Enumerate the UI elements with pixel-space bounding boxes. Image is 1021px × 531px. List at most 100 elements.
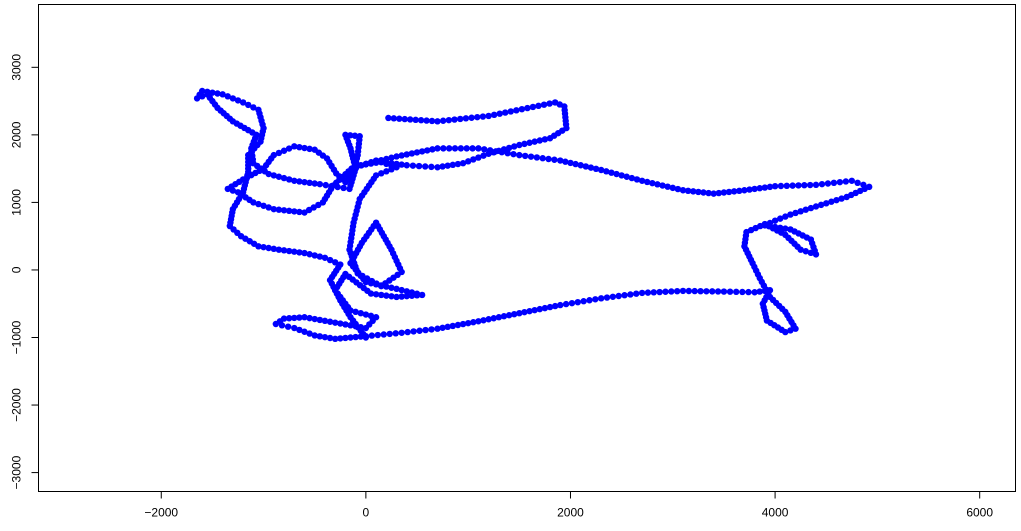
data-point <box>557 301 564 309</box>
data-point <box>802 206 809 213</box>
data-point <box>697 287 704 295</box>
data-point <box>536 305 543 313</box>
data-point <box>545 155 552 163</box>
data-point <box>398 329 405 336</box>
data-point <box>291 248 298 255</box>
data-point <box>521 140 528 148</box>
data-point <box>393 285 400 293</box>
data-point <box>322 181 329 189</box>
data-point <box>457 115 464 123</box>
data-point <box>502 109 509 116</box>
data-point <box>454 160 462 168</box>
data-point <box>412 116 419 124</box>
data-point <box>372 314 380 321</box>
data-point <box>541 136 549 143</box>
data-point <box>668 288 675 295</box>
data-point <box>504 150 511 157</box>
data-point <box>574 298 581 306</box>
data-point <box>597 166 605 174</box>
data-point <box>516 309 523 317</box>
data-point <box>296 208 303 216</box>
data-point <box>321 333 329 341</box>
data-point <box>495 314 503 321</box>
data-point <box>358 162 365 169</box>
data-point <box>291 324 298 332</box>
data-point <box>378 291 385 299</box>
data-point <box>285 247 293 255</box>
data-point <box>807 249 815 257</box>
data-point <box>311 252 318 259</box>
data-point <box>567 159 574 167</box>
data-point <box>383 155 390 163</box>
data-point <box>807 204 815 212</box>
data-point <box>621 292 628 299</box>
data-point <box>490 315 497 322</box>
data-point <box>615 292 622 300</box>
data-point <box>434 118 441 125</box>
data-point <box>413 149 421 156</box>
y-axis-tick-label: 0 <box>10 266 24 273</box>
data-point <box>301 328 308 335</box>
data-point <box>627 291 634 298</box>
data-point <box>347 334 354 341</box>
plot-frame <box>38 4 1016 492</box>
data-point <box>408 150 416 157</box>
data-point <box>792 325 799 332</box>
data-point <box>633 176 641 183</box>
data-point <box>407 116 414 123</box>
data-point <box>214 90 221 97</box>
data-point <box>416 327 423 334</box>
y-axis-tick-label: 3000 <box>10 54 24 81</box>
data-point <box>751 289 758 296</box>
data-point <box>285 176 293 183</box>
data-point <box>306 179 313 187</box>
data-point <box>285 145 293 152</box>
data-point <box>275 246 283 253</box>
data-point <box>536 137 543 144</box>
data-point <box>291 143 298 150</box>
data-point <box>531 138 538 145</box>
data-point <box>275 149 283 157</box>
data-point <box>410 328 417 335</box>
data-point <box>229 95 237 102</box>
data-point <box>367 158 375 166</box>
data-point <box>531 306 538 314</box>
data-point <box>812 181 820 189</box>
data-point <box>393 164 400 171</box>
data-point <box>451 116 458 123</box>
data-point <box>739 288 746 296</box>
data-point <box>291 314 298 322</box>
data-point <box>480 317 487 324</box>
data-point <box>823 200 830 207</box>
data-point <box>695 188 702 196</box>
data-point <box>280 174 288 182</box>
data-point <box>766 183 774 191</box>
data-point <box>474 113 481 121</box>
data-point <box>296 178 303 185</box>
data-point <box>393 293 400 301</box>
data-point <box>326 318 334 325</box>
data-point <box>440 145 447 152</box>
data-point <box>284 323 292 330</box>
y-axis-tick-label: −2000 <box>10 388 24 422</box>
data-point <box>469 145 476 152</box>
data-point <box>301 144 308 152</box>
data-point <box>340 184 347 192</box>
data-point <box>270 151 277 159</box>
data-point <box>311 180 318 187</box>
data-point <box>720 189 728 196</box>
data-point <box>296 249 303 256</box>
data-point <box>280 207 288 214</box>
x-axis-tick-label: 2000 <box>557 506 584 520</box>
data-point <box>378 282 385 290</box>
data-point <box>439 324 446 331</box>
data-point <box>761 184 769 191</box>
data-point <box>848 177 856 184</box>
data-point <box>285 315 293 322</box>
data-point <box>513 107 520 114</box>
data-point <box>316 333 324 340</box>
data-point <box>562 158 569 165</box>
data-point <box>824 180 832 187</box>
data-point <box>705 189 712 197</box>
